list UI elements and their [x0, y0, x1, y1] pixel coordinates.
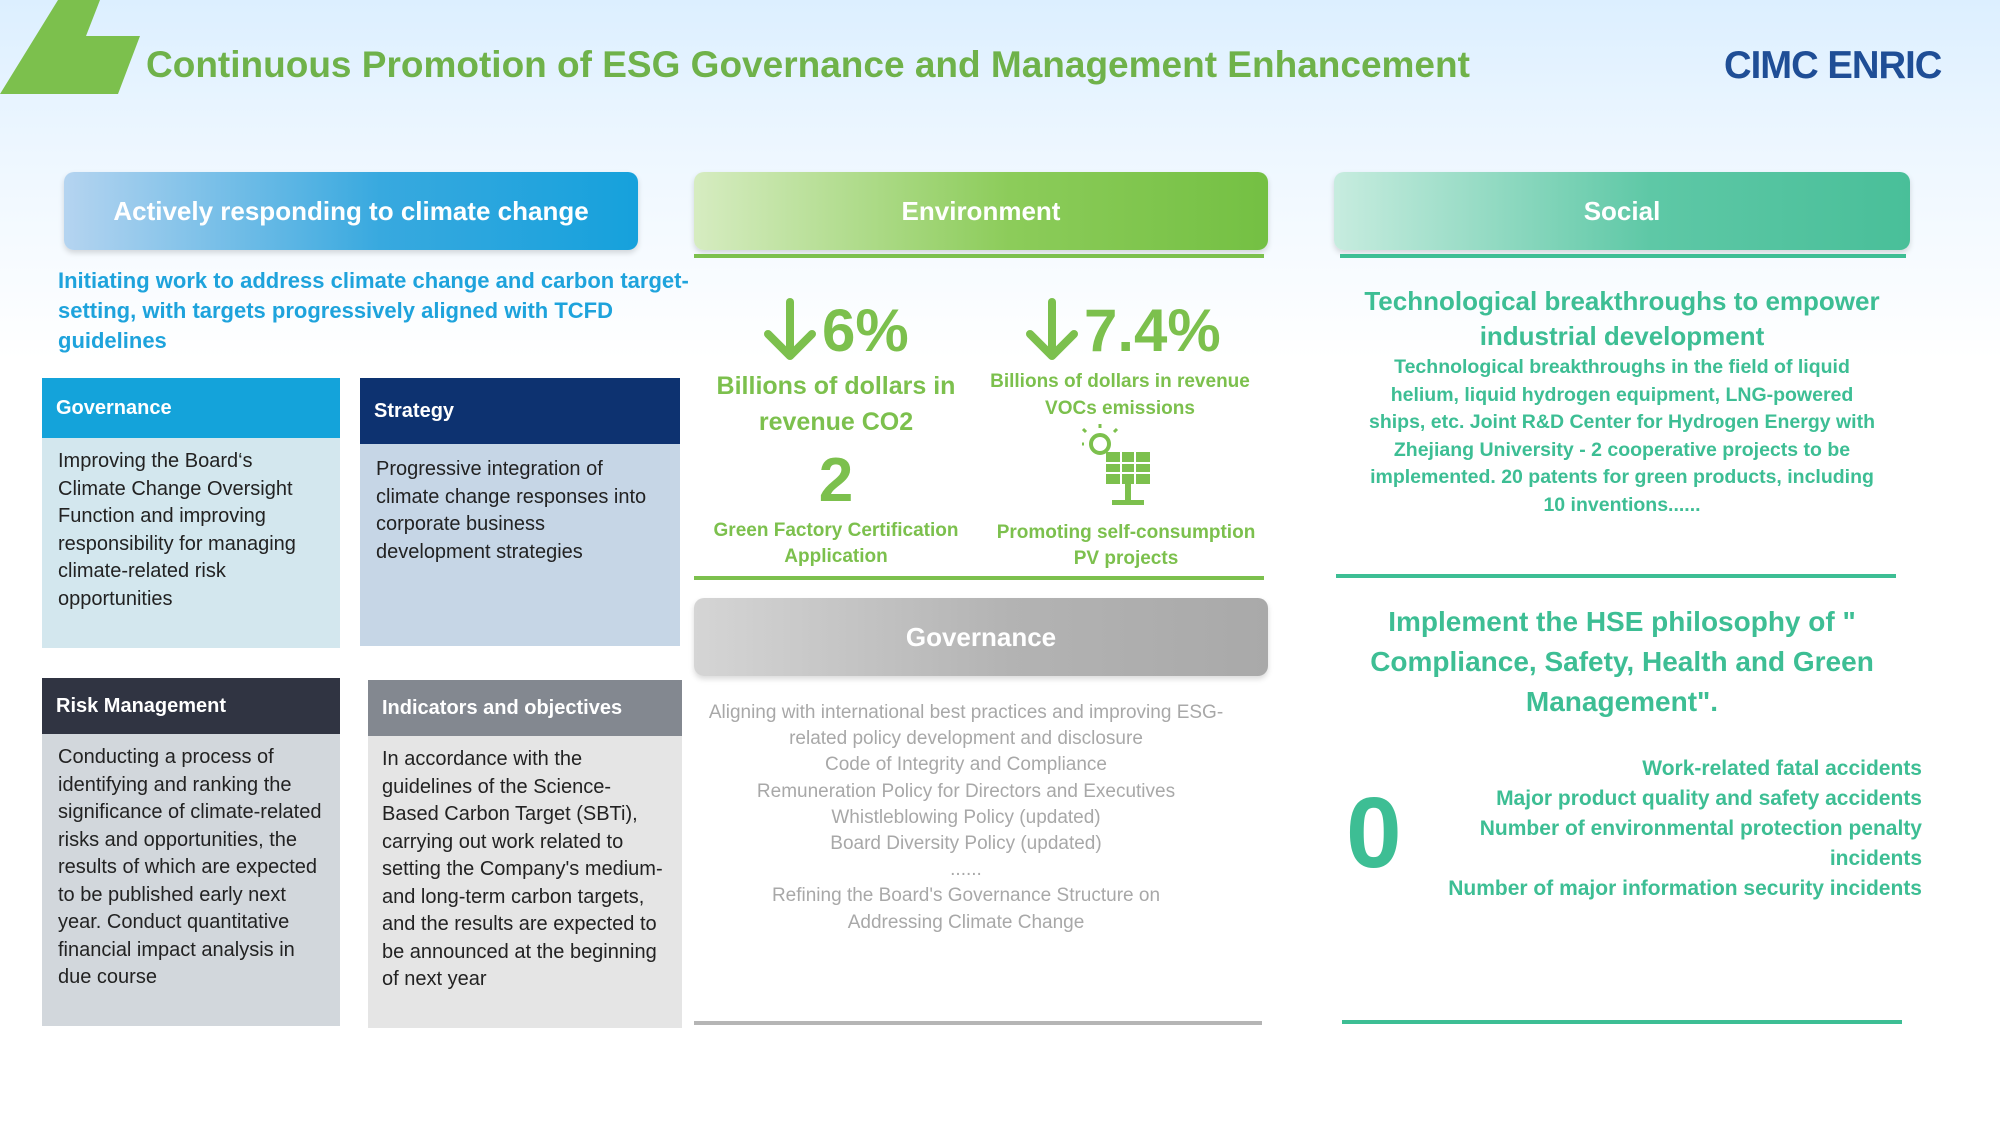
strategy-box-body: Progressive integration of climate chang… [360, 444, 680, 646]
climate-intro: Initiating work to address climate chang… [58, 268, 689, 353]
governance-line: Remuneration Policy for Directors and Ex… [756, 780, 1176, 802]
governance-line: Board Diversity Policy (updated) [830, 833, 1102, 855]
governance-divider [694, 1021, 1262, 1025]
vocs-metric-label: Billions of dollars in revenue VOCs emis… [990, 371, 1250, 419]
green-factory-count: 2 [818, 446, 854, 515]
risk-box-body: Conducting a process of identifying and … [42, 734, 340, 1026]
governance-line: Refining the Board's Governance Structur… [771, 885, 1161, 933]
environment-divider-bottom [694, 576, 1264, 580]
down-arrow-icon [1026, 298, 1078, 360]
vocs-metric-value: 7.4% [1024, 292, 1244, 368]
social-header: Social [1334, 172, 1910, 250]
social-divider-bottom [1342, 1020, 1902, 1024]
governance-line: ...... [950, 859, 982, 881]
incident-metric: Number of major information security inc… [1448, 877, 1922, 900]
tech-body: Technological breakthroughs in the field… [1369, 356, 1875, 516]
co2-metric-value: 6% [762, 292, 942, 368]
incident-metric: Major product quality and safety acciden… [1496, 787, 1922, 810]
solar-panel-icon [1082, 424, 1150, 505]
governance-box-title: Governance [42, 378, 340, 438]
company-logo: CIMC ENRIC [1724, 44, 1942, 87]
risk-box-title: Risk Management [42, 678, 340, 734]
strategy-box-title: Strategy [360, 378, 680, 444]
environment-divider-top [694, 254, 1264, 258]
social-divider-top [1340, 254, 1906, 258]
incident-metric: Number of environmental protection penal… [1479, 817, 1922, 870]
social-divider-middle [1336, 574, 1896, 578]
indicators-box-title: Indicators and objectives [368, 680, 682, 736]
co2-percent: 6% [822, 296, 909, 364]
environment-header: Environment [694, 172, 1268, 250]
incident-metric: Work-related fatal accidents [1642, 757, 1922, 780]
page-title: Continuous Promotion of ESG Governance a… [146, 44, 1470, 85]
tech-title: Technological breakthroughs to empower i… [1364, 286, 1880, 351]
governance-header: Governance [694, 598, 1268, 676]
governance-line: Code of Integrity and Compliance [825, 754, 1107, 776]
zero-incidents-value: 0 [1346, 777, 1402, 889]
green-factory-label: Green Factory Certification Application [713, 520, 959, 567]
climate-header: Actively responding to climate change [64, 172, 638, 250]
governance-box-body: Improving the Board‘s Climate Change Ove… [42, 438, 340, 648]
governance-line: Whistleblowing Policy (updated) [831, 806, 1101, 828]
incident-metrics-list: Work-related fatal accidents Major produ… [1410, 754, 1922, 904]
down-arrow-icon [764, 298, 816, 360]
governance-list: Aligning with international best practic… [686, 700, 1246, 936]
hse-title: Implement the HSE philosophy of " Compli… [1370, 606, 1874, 717]
co2-metric-label: Billions of dollars in revenue CO2 [716, 372, 956, 436]
corner-accent-shape [0, 0, 140, 94]
governance-line: Aligning with international best practic… [708, 702, 1224, 750]
indicators-box-body: In accordance with the guidelines of the… [368, 736, 682, 1028]
vocs-percent: 7.4% [1084, 296, 1221, 364]
pv-projects-label: Promoting self-consumption PV projects [996, 522, 1256, 569]
